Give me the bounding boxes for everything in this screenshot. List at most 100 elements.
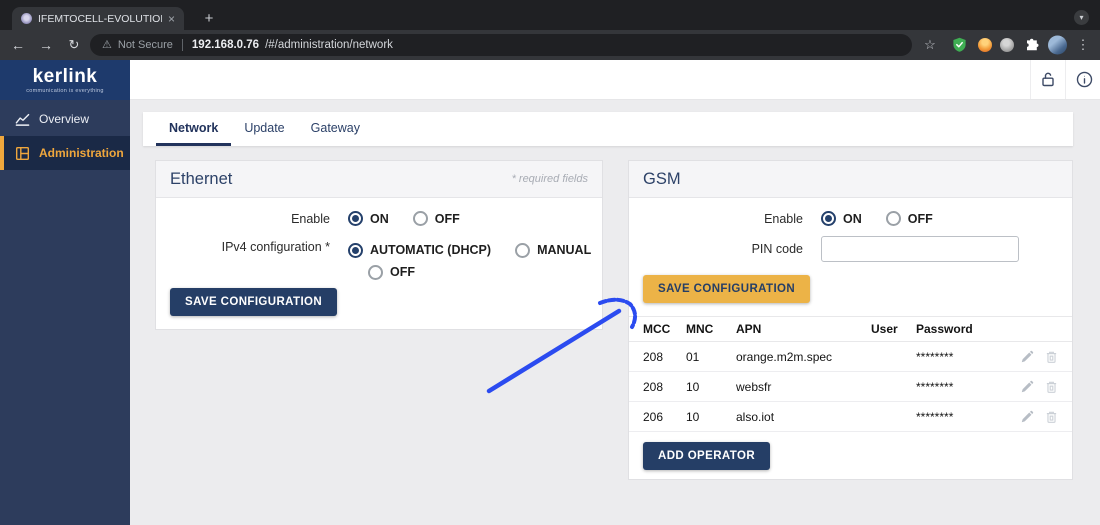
col-header-apn: APN (736, 322, 762, 336)
cell-mcc: 208 (643, 379, 664, 394)
logo-text: kerlink (32, 65, 98, 87)
cell-password: ******** (916, 349, 954, 364)
tab-gateway[interactable]: Gateway (310, 120, 360, 135)
forward-button[interactable]: → (39, 37, 53, 53)
sidebar-item-label: Administration (39, 146, 124, 160)
cell-password: ******** (916, 409, 954, 424)
url-path: /#/administration/network (265, 39, 393, 51)
delete-trash-icon[interactable] (1045, 350, 1058, 364)
address-bar[interactable]: ⚠ Not Secure 192.168.0.76 /#/administrat… (90, 34, 912, 56)
ethernet-enable-label: Enable (291, 211, 330, 226)
add-operator-button[interactable]: ADD OPERATOR (643, 442, 771, 470)
tab-update[interactable]: Update (244, 120, 285, 135)
cell-password: ******** (916, 379, 954, 394)
gsm-panel-header: GSM (629, 161, 1072, 198)
gsm-panel: GSM Enable ON OFF PIN code SAVE CONFIGUR… (628, 160, 1073, 480)
gsm-title: GSM (643, 169, 681, 188)
browser-tab[interactable]: IFEMTOCELL-EVOLUTION Con × (12, 7, 184, 30)
unlock-icon[interactable] (1033, 60, 1063, 99)
ipv4-off-radio[interactable] (368, 264, 383, 280)
window-caret-icon[interactable]: ▾ (1074, 10, 1089, 25)
col-header-mnc: MNC (686, 322, 714, 336)
ipv4-configuration-label: IPv4 configuration * (221, 240, 330, 254)
gsm-pin-row: PIN code (629, 236, 1072, 262)
cell-mnc: 01 (686, 349, 700, 364)
tab-network[interactable]: Network (156, 112, 232, 146)
extensions-puzzle-icon[interactable] (1025, 38, 1039, 52)
ethernet-panel: Ethernet * required fields Enable ON OFF… (155, 160, 603, 330)
adblock-shield-icon[interactable] (952, 37, 967, 53)
cell-mcc: 208 (643, 349, 664, 364)
not-secure-label: Not Secure (117, 39, 173, 51)
tab-close-icon[interactable]: × (167, 11, 175, 26)
tomato-extension-icon[interactable] (1000, 38, 1014, 52)
browser-toolbar: ← → ↻ ⚠ Not Secure 192.168.0.76 /#/admin… (0, 30, 1100, 60)
ethernet-save-configuration-button[interactable]: SAVE CONFIGURATION (170, 288, 338, 316)
operators-table: MCC MNC APN User Password 208 01 orange.… (629, 316, 1072, 432)
edit-pencil-icon[interactable] (1020, 410, 1034, 424)
kerlink-logo: kerlink communication is everything (0, 60, 130, 100)
sidebar-item-overview[interactable]: Overview (0, 102, 130, 136)
operators-table-header: MCC MNC APN User Password (629, 317, 1072, 342)
required-fields-note: * required fields (511, 173, 588, 185)
site-favicon (21, 13, 32, 24)
url-divider (181, 39, 183, 51)
delete-trash-icon[interactable] (1045, 380, 1058, 394)
not-secure-warning-icon: ⚠ (102, 38, 112, 51)
gsm-enable-off-radio[interactable] (885, 211, 901, 226)
cell-apn: orange.m2m.spec (736, 349, 833, 364)
col-header-password: Password (916, 322, 973, 336)
cell-mnc: 10 (686, 379, 700, 394)
logo-tagline: communication is everything (26, 87, 104, 94)
profile-avatar[interactable] (1048, 35, 1067, 55)
cell-apn: also.iot (736, 409, 775, 424)
radio-label: ON (843, 211, 862, 226)
ethernet-title: Ethernet (170, 169, 233, 188)
new-tab-button[interactable]: + (204, 9, 214, 27)
gsm-enable-row: Enable ON OFF (629, 211, 1072, 226)
edit-pencil-icon[interactable] (1020, 350, 1034, 364)
ethernet-ipv4-row: IPv4 configuration * AUTOMATIC (DHCP) MA… (156, 240, 602, 281)
ethernet-enable-on-radio[interactable] (348, 211, 363, 226)
sidebar-item-label: Overview (39, 112, 90, 126)
ethernet-enable-row: Enable ON OFF (156, 211, 602, 226)
pin-code-label: PIN code (751, 242, 803, 256)
line-chart-icon (15, 112, 30, 127)
radio-label: OFF (390, 265, 415, 279)
gsm-enable-label: Enable (764, 211, 803, 226)
ethernet-panel-header: Ethernet * required fields (156, 161, 602, 198)
header-divider (1065, 60, 1066, 99)
info-icon[interactable] (1068, 60, 1100, 99)
gsm-enable-on-radio[interactable] (821, 211, 836, 226)
gsm-save-configuration-button[interactable]: SAVE CONFIGURATION (643, 275, 811, 303)
cell-apn: websfr (736, 379, 772, 394)
cell-mnc: 10 (686, 409, 700, 424)
back-button[interactable]: ← (11, 37, 25, 53)
radio-label: OFF (434, 211, 460, 226)
table-row: 208 10 websfr ******** (629, 372, 1072, 402)
col-header-user: User (871, 322, 898, 336)
delete-trash-icon[interactable] (1045, 410, 1058, 424)
ipv4-automatic-radio[interactable] (348, 242, 363, 258)
section-tabs: Network Update Gateway (143, 112, 1073, 146)
radio-label: ON (370, 211, 389, 226)
edit-pencil-icon[interactable] (1020, 380, 1034, 394)
pin-code-input[interactable] (821, 236, 1019, 262)
browser-tab-strip: IFEMTOCELL-EVOLUTION Con × + ▾ (0, 0, 1100, 30)
flame-extension-icon[interactable] (978, 38, 992, 52)
radio-label: AUTOMATIC (DHCP) (370, 243, 492, 257)
administration-grid-icon (15, 146, 30, 161)
radio-label: MANUAL (537, 243, 592, 257)
col-header-mcc: MCC (643, 322, 671, 336)
cell-mcc: 206 (643, 409, 664, 424)
reload-button[interactable]: ↻ (68, 37, 80, 52)
table-row: 208 01 orange.m2m.spec ******** (629, 342, 1072, 372)
bookmark-star-icon[interactable]: ☆ (924, 37, 936, 52)
ethernet-enable-off-radio[interactable] (412, 211, 428, 226)
table-row: 206 10 also.iot ******** (629, 402, 1072, 432)
sidebar-item-administration[interactable]: Administration (0, 136, 130, 170)
browser-menu-icon[interactable]: ⋮ (1076, 37, 1090, 52)
app-header (130, 60, 1100, 100)
ipv4-manual-radio[interactable] (515, 242, 531, 258)
url-host: 192.168.0.76 (191, 39, 260, 51)
